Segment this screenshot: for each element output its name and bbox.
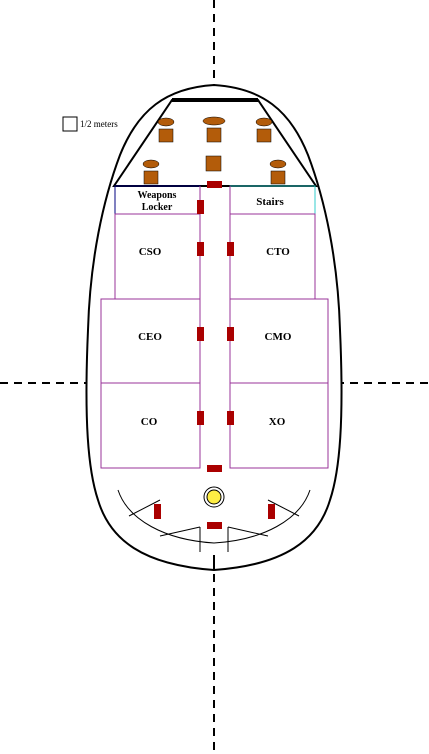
scale-label: 1/2 meters xyxy=(80,119,118,129)
stairs-label: Stairs xyxy=(256,196,284,208)
door xyxy=(197,200,204,214)
door xyxy=(227,242,234,256)
room-ceo-label: CEO xyxy=(138,331,162,343)
weapons-locker-label: Weapons xyxy=(138,190,177,201)
chair xyxy=(205,155,222,172)
door xyxy=(207,465,222,472)
door xyxy=(197,327,204,341)
door xyxy=(268,504,275,519)
chair xyxy=(142,159,160,185)
door xyxy=(154,504,161,519)
aft-compartment-wall xyxy=(267,499,300,517)
chair xyxy=(157,117,175,143)
door xyxy=(227,327,234,341)
room-cmo-label: CMO xyxy=(265,331,292,343)
door xyxy=(197,242,204,256)
door xyxy=(207,181,222,188)
aft-compartment-wall xyxy=(159,526,201,537)
aft-compartment-outline xyxy=(117,489,311,544)
room-co-label: CO xyxy=(141,416,158,428)
scale-box xyxy=(62,116,78,132)
room-xo xyxy=(229,382,329,469)
weapons-locker-label: Locker xyxy=(142,202,173,213)
room-xo-label: XO xyxy=(269,416,286,428)
door xyxy=(207,522,222,529)
door xyxy=(197,411,204,425)
aft-compartment-wall xyxy=(128,499,161,517)
chair xyxy=(255,117,273,143)
aft-compartment-wall xyxy=(227,526,269,537)
chair xyxy=(202,116,226,143)
door xyxy=(227,411,234,425)
room-cso-label: CSO xyxy=(139,246,162,258)
chair xyxy=(269,159,287,185)
room-cto-label: CTO xyxy=(266,246,290,258)
room-co xyxy=(100,382,201,469)
console-light xyxy=(206,489,222,505)
